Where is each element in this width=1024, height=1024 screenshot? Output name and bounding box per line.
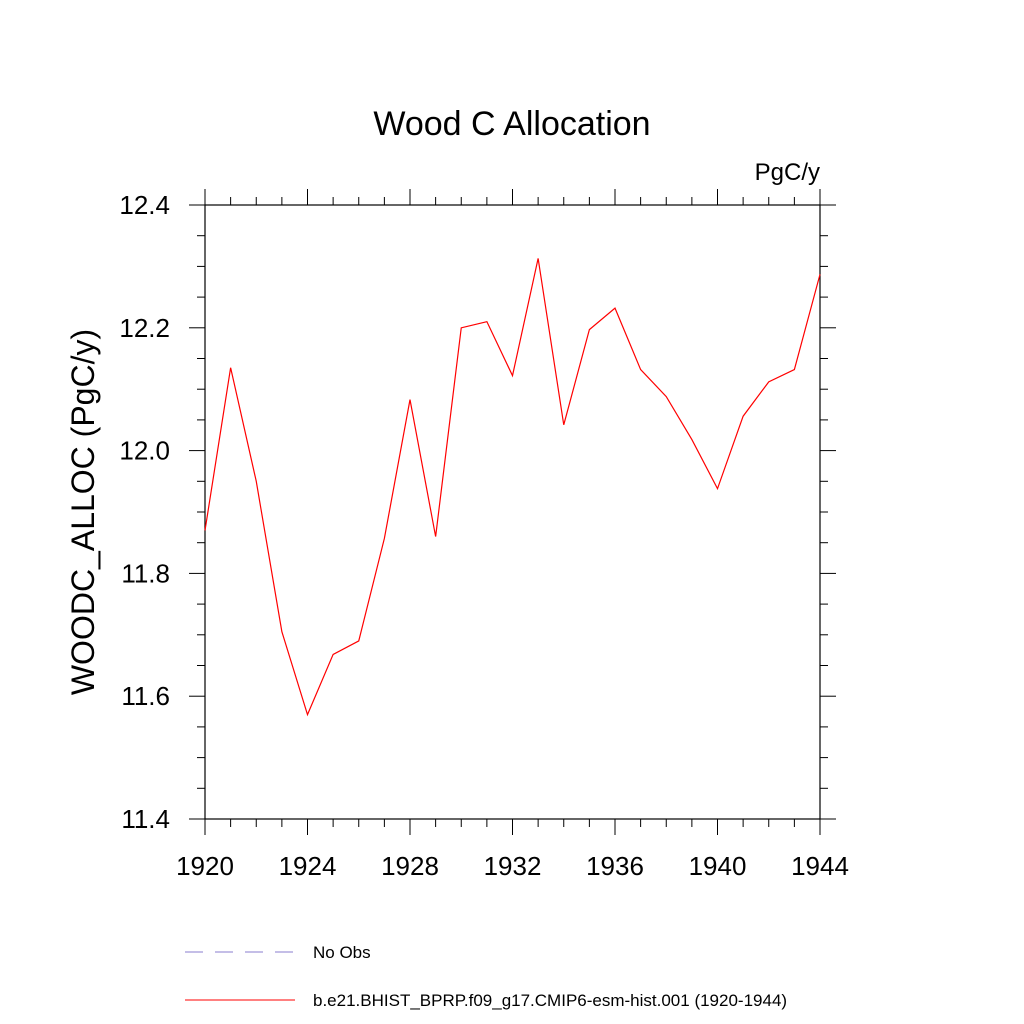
y-tick-label: 11.8 bbox=[121, 558, 170, 588]
y-tick-label: 12.4 bbox=[119, 190, 170, 220]
legend: No Obs b.e21.BHIST_BPRP.f09_g17.CMIP6-esm… bbox=[185, 943, 787, 1010]
legend-label: No Obs bbox=[313, 943, 371, 962]
x-tick-label: 1936 bbox=[586, 851, 644, 881]
series-line bbox=[204, 258, 821, 717]
x-tick-label: 1932 bbox=[484, 851, 542, 881]
tick-labels: 1920 1924 1928 1932 1936 1940 1944 11.4 11.6 11.8… bbox=[119, 190, 849, 881]
x-tick-label: 1944 bbox=[791, 851, 849, 881]
x-tick-label: 1940 bbox=[689, 851, 747, 881]
y-tick-label: 12.0 bbox=[119, 436, 170, 466]
y-tick-label: 12.2 bbox=[119, 313, 170, 343]
plot-frame bbox=[204, 204, 821, 820]
legend-label: b.e21.BHIST_BPRP.f09_g17.CMIP6-esm-hist.… bbox=[313, 991, 787, 1010]
axis-ticks bbox=[189, 189, 836, 835]
series-layer bbox=[204, 258, 821, 717]
x-tick-label: 1928 bbox=[381, 851, 439, 881]
chart-title: Wood C Allocation bbox=[373, 105, 650, 143]
units-label: PgC/y bbox=[755, 159, 820, 186]
y-tick-label: 11.4 bbox=[121, 804, 170, 834]
y-axis-label: WOODC_ALLOC (PgC/y) bbox=[65, 329, 101, 695]
x-tick-label: 1924 bbox=[279, 851, 337, 881]
x-tick-label: 1920 bbox=[176, 851, 234, 881]
y-tick-label: 11.6 bbox=[121, 681, 170, 711]
